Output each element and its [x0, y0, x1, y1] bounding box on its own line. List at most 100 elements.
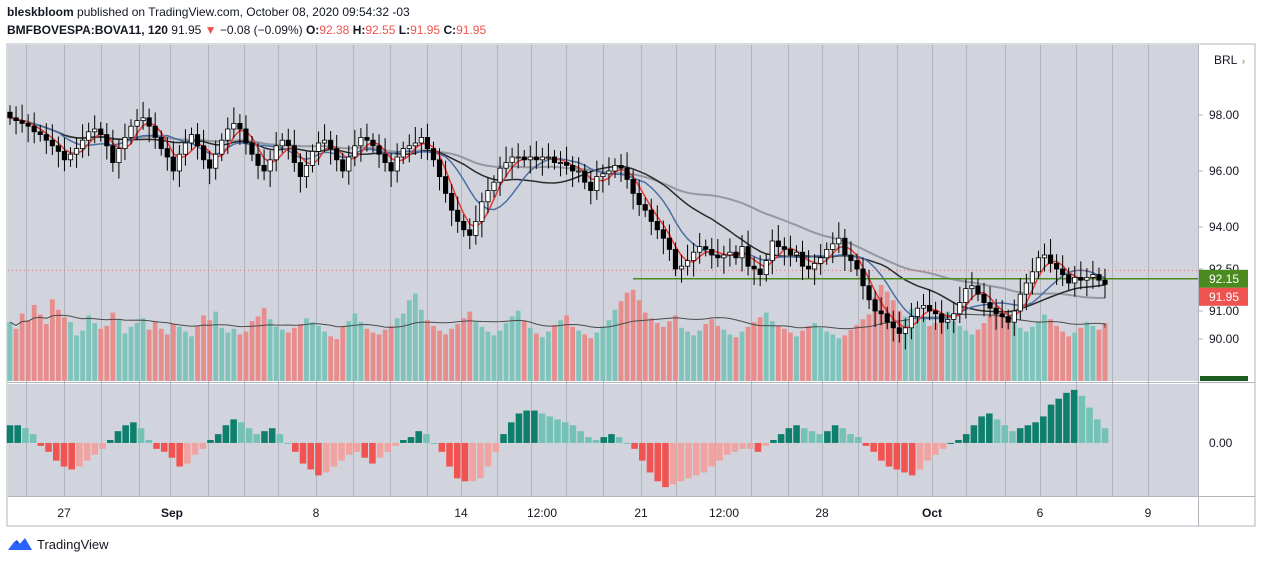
histogram-bar: [615, 437, 623, 443]
histogram-bar: [245, 428, 253, 443]
volume-bar: [757, 317, 763, 381]
volume-bar: [909, 308, 914, 381]
volume-bar: [225, 332, 231, 381]
tradingview-brand[interactable]: TradingView: [7, 536, 109, 552]
candle-body: [376, 145, 382, 155]
candle-body: [939, 313, 945, 323]
volume-bar: [540, 337, 545, 381]
candle-body: [73, 148, 80, 155]
volume-bar: [122, 333, 128, 381]
candle-body: [1102, 279, 1108, 285]
volume-bar: [1011, 323, 1017, 381]
candle-body: [243, 128, 249, 144]
currency-dropdown-icon[interactable]: ›: [1242, 56, 1245, 66]
histogram-bar: [531, 410, 538, 443]
volume-bar: [255, 316, 261, 381]
volume-bar: [152, 321, 158, 381]
histogram-bar: [901, 442, 908, 473]
volume-bar: [993, 305, 999, 381]
histogram-bar: [669, 442, 677, 485]
histogram-bar: [230, 419, 237, 443]
candle-body: [1066, 274, 1072, 284]
histogram-bar: [507, 422, 515, 443]
volume-bar: [43, 324, 49, 381]
author-name[interactable]: bleskbloom: [7, 5, 74, 19]
candle-body: [981, 293, 987, 304]
histogram-bar: [854, 437, 862, 443]
candle-body: [678, 265, 685, 270]
histogram-bar: [515, 413, 523, 443]
candle-body: [1054, 262, 1060, 270]
histogram-bar: [569, 425, 577, 443]
histogram-bar: [561, 422, 569, 443]
volume-bar: [564, 315, 569, 381]
volume-bar: [654, 323, 660, 381]
candle-body: [1029, 271, 1035, 284]
volume-bar: [74, 335, 79, 381]
volume-bar: [775, 325, 781, 381]
last-price: 91.95: [171, 23, 202, 37]
volume-bar: [800, 330, 805, 381]
symbol-name[interactable]: BMFBOVESPA:BOVA11, 120: [7, 23, 168, 37]
time-tick-label: 27: [57, 506, 71, 520]
histogram-bar: [800, 428, 808, 443]
volume-bar: [1017, 327, 1023, 381]
candle-body: [267, 159, 273, 172]
volume-bar: [866, 314, 872, 381]
histogram-bar: [22, 428, 29, 443]
volume-bar: [116, 320, 122, 381]
volume-bar: [406, 300, 412, 381]
volume-bar: [963, 330, 969, 381]
histogram-bar: [639, 442, 646, 461]
volume-bar: [177, 326, 182, 381]
histogram-bar: [453, 442, 461, 479]
candle-body: [497, 167, 503, 183]
volume-bar: [648, 318, 654, 381]
candle-body: [237, 123, 243, 130]
histogram-bar: [747, 442, 754, 449]
candle-body: [1047, 254, 1054, 264]
close-label: C:: [443, 23, 457, 37]
candle-body: [951, 313, 957, 320]
histogram-bar: [214, 434, 222, 443]
candle-body: [364, 136, 370, 141]
candle-body: [67, 153, 74, 161]
histogram-bar: [924, 442, 931, 461]
volume-bar: [709, 319, 715, 381]
candle-body: [485, 190, 491, 203]
volume-bar: [207, 320, 213, 381]
candle-body: [1035, 257, 1042, 273]
candle-body: [884, 313, 890, 323]
time-tick-label: 21: [634, 506, 648, 520]
candle-body: [182, 142, 189, 155]
volume-bar: [273, 326, 279, 381]
candle-body: [436, 159, 443, 178]
volume-bar: [600, 325, 606, 381]
volume-bar: [249, 321, 255, 381]
histogram-bar: [369, 442, 376, 464]
histogram-bar: [808, 431, 816, 443]
time-tick-label: 9: [1145, 506, 1152, 520]
candle-body: [61, 150, 68, 161]
candle-body: [914, 307, 921, 318]
histogram-bar: [631, 442, 638, 449]
volume-bar: [673, 315, 678, 381]
histogram-bar: [438, 442, 446, 452]
volume-bar: [19, 313, 25, 381]
candle-body: [19, 120, 25, 124]
volume-bar: [7, 322, 13, 381]
volume-bar: [352, 313, 358, 381]
support-price-label: 92.15: [1209, 272, 1239, 286]
volume-bar: [515, 310, 521, 381]
volume-bar: [49, 299, 55, 381]
published-text: published on TradingView.com, October 08…: [77, 5, 410, 19]
oscillator-axis[interactable]: 0.00: [1209, 436, 1233, 450]
volume-bar: [939, 317, 945, 381]
volume-bar: [31, 305, 37, 381]
histogram-bar: [962, 434, 970, 443]
candle-body: [382, 153, 388, 163]
time-axis[interactable]: 27 Sep 8 14 12:00 21 12:00 28 Oct 6 9: [57, 506, 1151, 520]
candle-body: [624, 167, 630, 180]
